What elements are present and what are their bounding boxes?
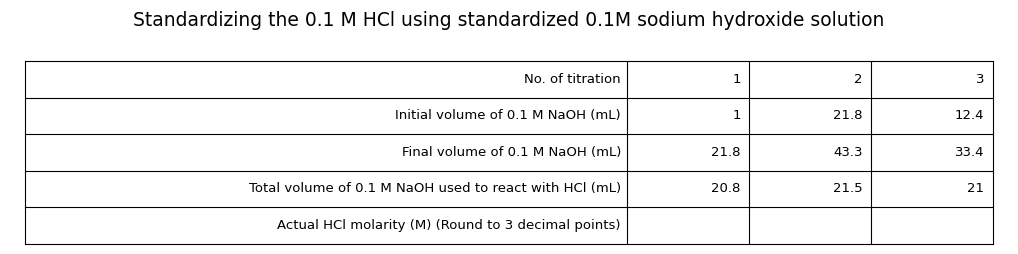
Text: Total volume of 0.1 M NaOH used to react with HCl (mL): Total volume of 0.1 M NaOH used to react… — [248, 182, 621, 196]
Text: Standardizing the 0.1 M HCl using standardized 0.1M sodium hydroxide solution: Standardizing the 0.1 M HCl using standa… — [133, 11, 885, 30]
Text: 21: 21 — [967, 182, 984, 196]
Text: 21.5: 21.5 — [833, 182, 862, 196]
Text: 1: 1 — [732, 73, 741, 86]
Text: 20.8: 20.8 — [712, 182, 741, 196]
Text: 3: 3 — [976, 73, 984, 86]
Text: 21.8: 21.8 — [712, 146, 741, 159]
Text: 43.3: 43.3 — [833, 146, 862, 159]
Text: 33.4: 33.4 — [955, 146, 984, 159]
Text: No. of titration: No. of titration — [524, 73, 621, 86]
Text: Final volume of 0.1 M NaOH (mL): Final volume of 0.1 M NaOH (mL) — [401, 146, 621, 159]
Text: Actual HCl molarity (M) (Round to 3 decimal points): Actual HCl molarity (M) (Round to 3 deci… — [277, 219, 621, 232]
Text: 12.4: 12.4 — [955, 109, 984, 122]
Text: 2: 2 — [854, 73, 862, 86]
Text: 21.8: 21.8 — [833, 109, 862, 122]
Text: 1: 1 — [732, 109, 741, 122]
Text: Initial volume of 0.1 M NaOH (mL): Initial volume of 0.1 M NaOH (mL) — [395, 109, 621, 122]
